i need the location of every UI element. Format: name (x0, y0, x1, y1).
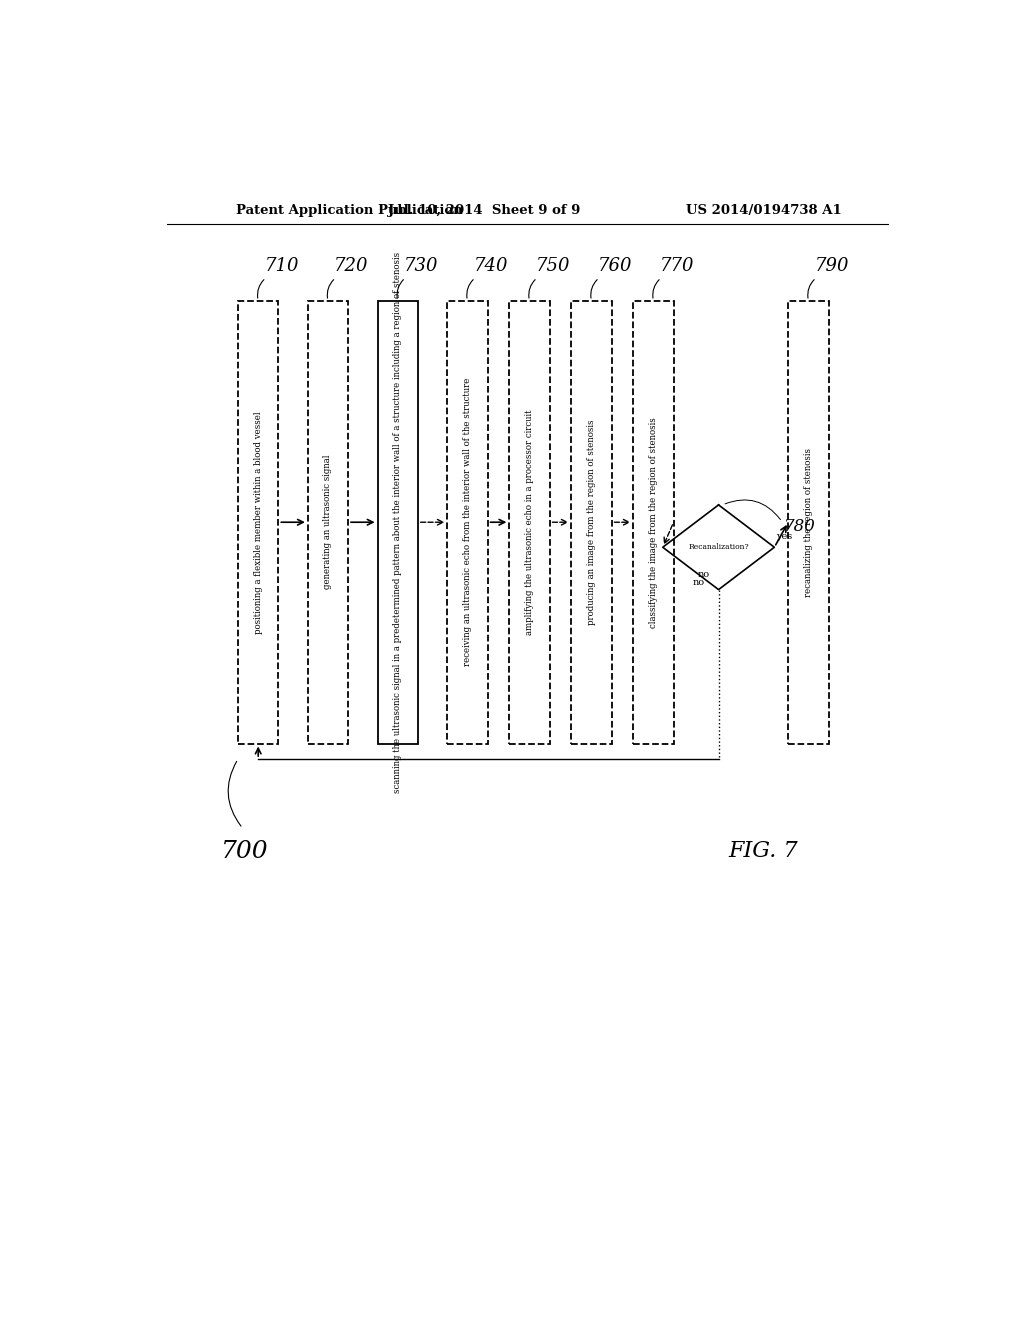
Text: 740: 740 (474, 257, 508, 275)
Text: US 2014/0194738 A1: US 2014/0194738 A1 (686, 205, 842, 218)
Text: FIG. 7: FIG. 7 (729, 841, 799, 862)
Text: recanalizing the region of stenosis: recanalizing the region of stenosis (804, 447, 813, 597)
Text: no: no (692, 578, 705, 587)
Bar (571, 301, 611, 743)
Text: 770: 770 (659, 257, 694, 275)
Bar (238, 301, 279, 743)
Text: 790: 790 (815, 257, 849, 275)
Bar (308, 301, 348, 743)
Text: 710: 710 (264, 257, 299, 275)
Text: 700: 700 (221, 840, 268, 863)
Text: 750: 750 (536, 257, 570, 275)
Text: positioning a flexible member within a blood vessel: positioning a flexible member within a b… (254, 411, 263, 634)
Text: Patent Application Publication: Patent Application Publication (237, 205, 463, 218)
Text: receiving an ultrasonic echo from the interior wall of the structure: receiving an ultrasonic echo from the in… (463, 378, 472, 667)
Bar (509, 301, 550, 743)
Text: 760: 760 (598, 257, 632, 275)
Text: 720: 720 (334, 257, 369, 275)
Text: no: no (697, 570, 710, 578)
Text: Recanalization?: Recanalization? (688, 544, 749, 552)
Bar (788, 301, 828, 743)
Bar (378, 301, 418, 743)
Bar (633, 301, 674, 743)
Bar (447, 301, 487, 743)
Text: scanning the ultrasonic signal in a predetermined pattern about the interior wal: scanning the ultrasonic signal in a pred… (393, 252, 402, 793)
Text: classifying the image from the region of stenosis: classifying the image from the region of… (649, 417, 658, 627)
Text: generating an ultrasonic signal: generating an ultrasonic signal (324, 455, 333, 590)
Text: yes: yes (776, 532, 793, 541)
Text: amplifying the ultrasonic echo in a processor circuit: amplifying the ultrasonic echo in a proc… (525, 409, 534, 635)
Text: Jul. 10, 2014  Sheet 9 of 9: Jul. 10, 2014 Sheet 9 of 9 (388, 205, 581, 218)
Text: 780: 780 (783, 517, 815, 535)
Text: producing an image from the region of stenosis: producing an image from the region of st… (587, 420, 596, 624)
Text: 730: 730 (403, 257, 438, 275)
